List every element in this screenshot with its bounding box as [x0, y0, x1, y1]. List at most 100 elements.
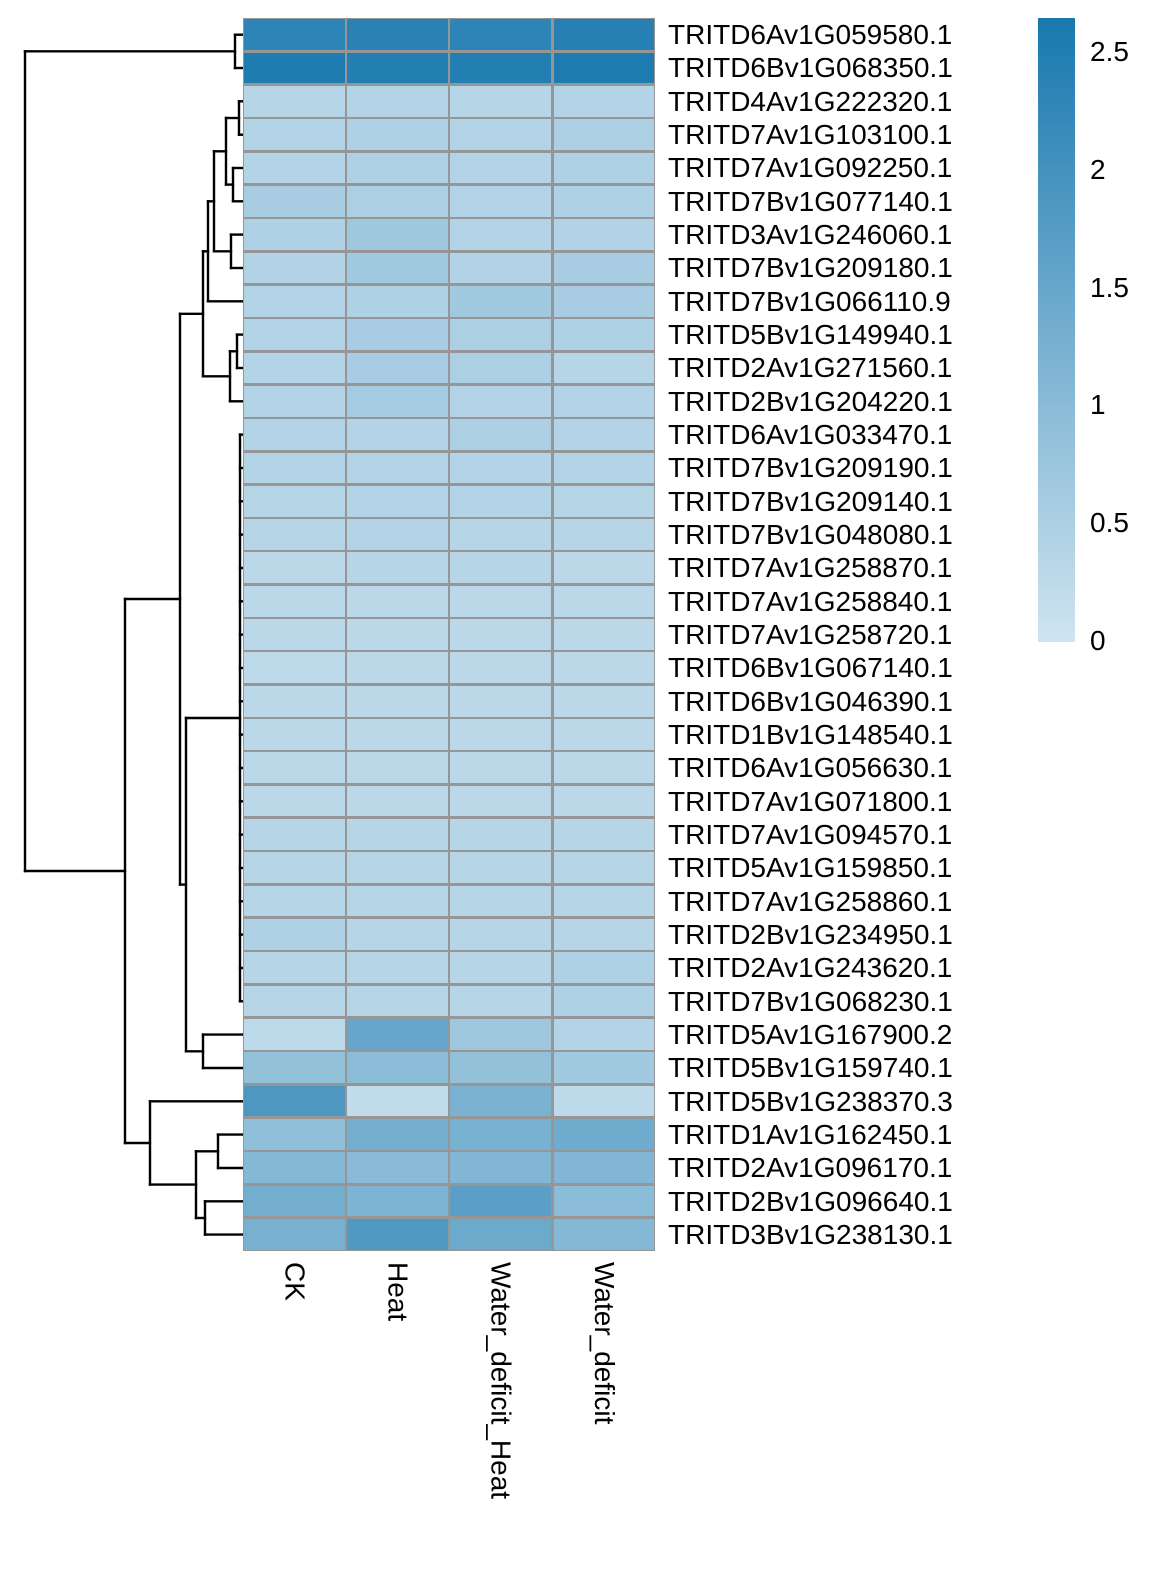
heatmap-cell: [244, 252, 345, 284]
heatmap-cell: [347, 1119, 448, 1150]
heatmap-cell: [553, 119, 654, 150]
heatmap-cell: [347, 152, 448, 184]
row-label: TRITD7Bv1G209180.1: [668, 252, 953, 284]
heatmap-cell: [244, 1052, 345, 1084]
heatmap-cell: [553, 619, 654, 650]
row-label: TRITD1Av1G162450.1: [668, 1118, 953, 1150]
heatmap-cell: [553, 819, 654, 850]
heatmap-cell: [450, 119, 551, 150]
heatmap-cell: [244, 819, 345, 850]
heatmap-cell: [450, 19, 551, 51]
heatmap-cell: [553, 985, 654, 1017]
heatmap-cell: [347, 1019, 448, 1050]
heatmap-cell: [244, 919, 345, 950]
heatmap-cell: [450, 385, 551, 417]
row-label: TRITD2Av1G096170.1: [668, 1152, 953, 1184]
heatmap-grid: [243, 18, 656, 1251]
heatmap-cell: [450, 485, 551, 517]
heatmap-cell: [244, 952, 345, 984]
heatmap-cell: [244, 619, 345, 650]
heatmap-cell: [347, 352, 448, 384]
row-label: TRITD6Av1G033470.1: [668, 419, 953, 451]
heatmap-cell: [244, 1218, 345, 1250]
row-label: TRITD2Av1G271560.1: [668, 352, 953, 384]
heatmap-cell: [244, 452, 345, 484]
heatmap-cell: [553, 785, 654, 817]
heatmap-cell: [244, 219, 345, 250]
heatmap-cell: [347, 819, 448, 850]
heatmap-cell: [450, 552, 551, 584]
heatmap-cell: [553, 85, 654, 117]
heatmap-cell: [553, 19, 654, 51]
heatmap-cell: [244, 719, 345, 750]
heatmap-cell: [553, 1119, 654, 1150]
row-label: TRITD5Av1G167900.2: [668, 1018, 953, 1050]
row-label: TRITD5Av1G159850.1: [668, 852, 953, 884]
heatmap-cell: [244, 1119, 345, 1150]
row-label: TRITD3Bv1G238130.1: [668, 1218, 953, 1250]
row-label: TRITD7Bv1G068230.1: [668, 985, 953, 1017]
row-label: TRITD5Bv1G159740.1: [668, 1052, 953, 1084]
column-label: Water_deficit_Heat: [485, 1262, 517, 1500]
row-label: TRITD7Av1G258720.1: [668, 619, 953, 650]
heatmap-cell: [553, 685, 654, 717]
heatmap-cell: [347, 652, 448, 684]
heatmap-cell: [244, 185, 345, 217]
heatmap-cell: [244, 85, 345, 117]
legend-tick-label: 2: [1090, 153, 1106, 185]
row-label: TRITD7Bv1G066110.9: [668, 285, 951, 317]
heatmap-cell: [450, 1185, 551, 1217]
heatmap-cell: [553, 1052, 654, 1084]
heatmap-cell: [347, 785, 448, 817]
heatmap-cell: [244, 485, 345, 517]
heatmap-cell: [347, 19, 448, 51]
heatmap-cell: [450, 252, 551, 284]
column-label: CK: [279, 1262, 311, 1301]
row-label: TRITD7Av1G258860.1: [668, 885, 953, 917]
row-label: TRITD7Av1G258840.1: [668, 585, 953, 617]
row-label: TRITD6Bv1G046390.1: [668, 685, 953, 717]
heatmap-cell: [347, 519, 448, 550]
heatmap-cell: [450, 685, 551, 717]
row-label: TRITD5Bv1G149940.1: [668, 319, 953, 351]
heatmap-cell: [244, 785, 345, 817]
heatmap-cell: [450, 1152, 551, 1184]
heatmap-cell: [553, 1218, 654, 1250]
heatmap-cell: [553, 1085, 654, 1117]
heatmap-cell: [347, 752, 448, 784]
heatmap-cell: [347, 319, 448, 350]
heatmap-cell: [450, 985, 551, 1017]
heatmap-cell: [450, 852, 551, 884]
legend-tick-label: 1.5: [1090, 271, 1129, 303]
heatmap-cell: [347, 1185, 448, 1217]
heatmap-cell: [347, 1052, 448, 1084]
heatmap-cell: [347, 85, 448, 117]
heatmap-cell: [553, 652, 654, 684]
heatmap-cell: [244, 519, 345, 550]
heatmap-cell: [244, 52, 345, 84]
heatmap-cell: [347, 719, 448, 750]
heatmap-cell: [553, 285, 654, 317]
heatmap-cell: [553, 1152, 654, 1184]
heatmap-cell: [450, 919, 551, 950]
heatmap-cell: [553, 52, 654, 84]
row-label: TRITD3Av1G246060.1: [668, 219, 953, 251]
row-label: TRITD2Bv1G096640.1: [668, 1185, 953, 1217]
heatmap-cell: [347, 885, 448, 917]
heatmap-cell: [553, 852, 654, 884]
heatmap-cell: [347, 485, 448, 517]
legend-colorbar: [1038, 18, 1075, 642]
heatmap-cell: [347, 985, 448, 1017]
heatmap-cell: [553, 719, 654, 750]
heatmap-cell: [553, 519, 654, 550]
heatmap-cell: [450, 652, 551, 684]
heatmap-cell: [347, 852, 448, 884]
heatmap-cell: [450, 1218, 551, 1250]
heatmap-cell: [450, 185, 551, 217]
legend-tick-label: 0.5: [1090, 507, 1129, 539]
heatmap-cell: [347, 252, 448, 284]
heatmap-cell: [553, 385, 654, 417]
heatmap-cell: [450, 585, 551, 617]
heatmap-cell: [450, 452, 551, 484]
